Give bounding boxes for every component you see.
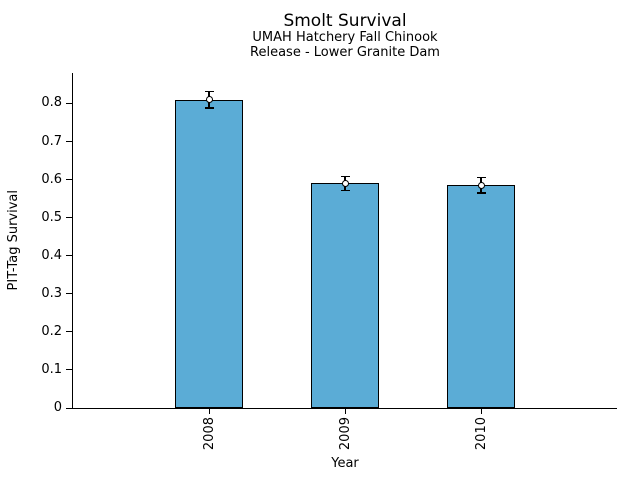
error-bar-cap-bottom xyxy=(340,189,350,191)
y-tick-mark xyxy=(66,217,72,219)
error-bar-marker xyxy=(341,179,349,187)
y-tick-label: 0.6 xyxy=(41,171,62,187)
y-tick-mark xyxy=(66,102,72,104)
x-axis-spine xyxy=(72,408,617,409)
error-bar-cap-top xyxy=(340,175,350,178)
y-tick-mark xyxy=(66,179,72,181)
y-tick-mark xyxy=(66,255,72,257)
error-bar-cap-bottom xyxy=(204,107,214,109)
error-bar-cap-bottom xyxy=(476,192,486,194)
y-tick-mark xyxy=(66,331,72,333)
y-tick-mark xyxy=(66,369,72,371)
y-tick-label: 0.8 xyxy=(41,95,62,111)
y-tick-mark xyxy=(66,141,72,143)
x-tick-label: 2008 xyxy=(201,417,217,451)
bar-2009 xyxy=(311,183,379,408)
x-tick-mark xyxy=(480,409,482,414)
x-axis-label: Year xyxy=(331,456,359,471)
y-tick-label: 0.5 xyxy=(41,209,62,225)
error-bar-cap-top xyxy=(204,90,214,93)
chart-subtitle-line-2: Release - Lower Granite Dam xyxy=(250,44,440,60)
x-tick-label-box: 2009 xyxy=(336,417,354,465)
bar-2008 xyxy=(175,99,243,408)
error-bar-cap-top xyxy=(476,176,486,179)
x-tick-label-box: 2008 xyxy=(200,417,218,465)
y-axis-spine xyxy=(72,73,73,409)
y-axis-label-box: PIT-Tag Survival xyxy=(4,73,22,408)
bar-2010 xyxy=(447,185,515,408)
y-tick-label: 0.3 xyxy=(41,285,62,301)
error-bar-marker xyxy=(205,96,213,104)
y-tick-label: 0.4 xyxy=(41,247,62,263)
y-tick-label: 0.2 xyxy=(41,323,62,339)
y-tick-mark xyxy=(66,407,72,409)
chart-title: Smolt Survival xyxy=(283,11,407,31)
x-tick-label-box: 2010 xyxy=(472,417,490,465)
y-tick-label: 0.7 xyxy=(41,133,62,149)
chart-subtitle-line-1: UMAH Hatchery Fall Chinook xyxy=(252,30,438,45)
x-tick-label: 2010 xyxy=(473,417,489,451)
error-bar-marker xyxy=(477,181,485,189)
y-tick-label: 0.1 xyxy=(41,361,62,377)
x-tick-mark xyxy=(208,409,210,414)
x-tick-label: 2009 xyxy=(337,417,353,451)
y-axis-label: PIT-Tag Survival xyxy=(5,190,21,291)
x-tick-mark xyxy=(344,409,346,414)
chart-header: Smolt Survival UMAH Hatchery Fall Chinoo… xyxy=(73,11,617,60)
y-tick-mark xyxy=(66,293,72,295)
y-tick-label: 0 xyxy=(53,400,62,415)
